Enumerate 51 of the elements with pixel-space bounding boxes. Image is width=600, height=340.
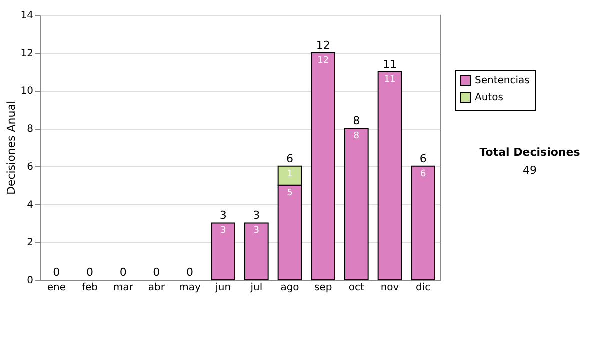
bar [344, 128, 369, 280]
y-tick-label: 8 [27, 124, 34, 136]
total-label: 0 [120, 266, 127, 279]
total-label: 12 [316, 38, 330, 52]
bar [244, 222, 269, 280]
bar [378, 71, 402, 280]
total-label: 3 [220, 209, 227, 222]
y-tick-label: 0 [27, 276, 34, 286]
legend-label: Sentencias [475, 76, 530, 86]
x-tick-label: jul [250, 282, 263, 294]
text: 49 [523, 164, 537, 177]
total-label: 11 [383, 58, 397, 71]
y-tick-label: 6 [27, 162, 34, 173]
data-label: 12 [318, 56, 330, 66]
total-label: 0 [153, 266, 160, 279]
total-label: 0 [86, 266, 94, 279]
x-tick-label: may [179, 282, 201, 294]
data-label: 3 [254, 226, 260, 236]
data-label: 5 [287, 188, 293, 198]
y-tick-label: 12 [20, 48, 34, 60]
x-tick-label: mar [113, 282, 134, 294]
x-tick-label: nov [380, 282, 400, 294]
y-tick-label: 4 [27, 200, 34, 211]
total-label: 8 [353, 114, 360, 128]
total-label: 0 [53, 266, 60, 279]
bar [411, 166, 436, 280]
data-label: 3 [220, 226, 226, 236]
x-tick-label: jun [214, 282, 232, 294]
bar [311, 52, 336, 280]
data-label: 1 [287, 169, 293, 180]
total-label: 3 [253, 209, 260, 222]
total-label: 6 [420, 152, 427, 166]
y-tick-label: 2 [27, 238, 34, 249]
x-tick-label: dic [416, 282, 431, 294]
text: Total Decisiones [480, 146, 581, 159]
x-tick-label: oct [348, 282, 365, 294]
x-tick-label: feb [82, 282, 98, 294]
y-tick-label: 10 [20, 86, 34, 98]
data-label: 6 [420, 169, 426, 180]
bar [211, 222, 236, 280]
legend-label: Autos [475, 92, 504, 104]
total-label: 6 [286, 152, 294, 166]
x-tick-label: ene [47, 282, 66, 294]
data-label: 11 [384, 74, 396, 85]
y-tick-label: 14 [20, 10, 34, 22]
total-label: 0 [186, 266, 194, 279]
x-tick-label: sep [314, 282, 332, 294]
x-tick-label: abr [148, 282, 166, 294]
y-axis-title: Decisiones Anual [4, 100, 18, 196]
data-label: 8 [354, 132, 360, 142]
x-tick-label: ago [280, 282, 300, 294]
